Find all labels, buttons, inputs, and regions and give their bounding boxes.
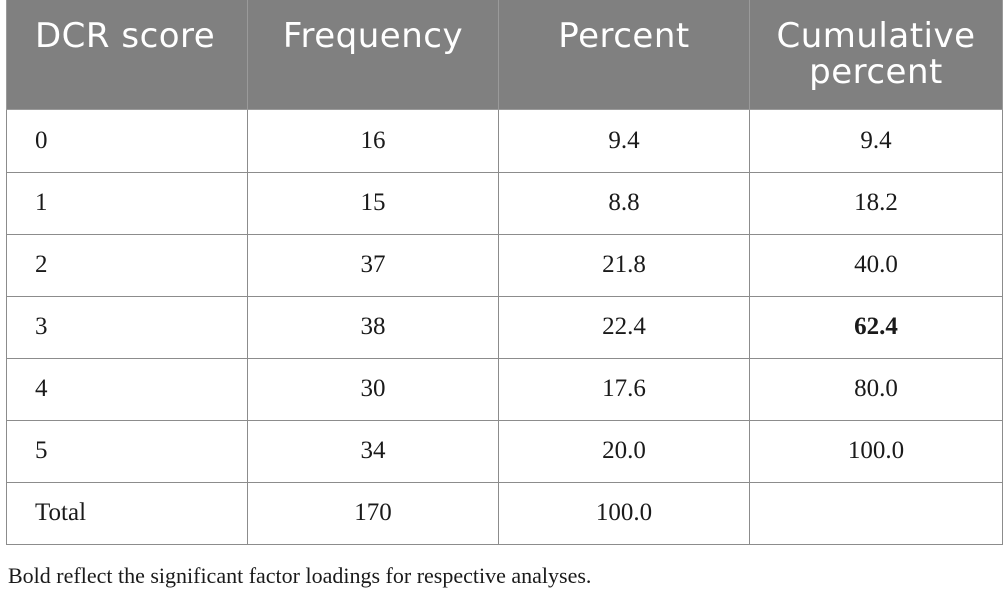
table-header-row: DCR score Frequency Percent Cumulative p… xyxy=(6,0,1003,110)
table-row: 5 34 20.0 100.0 xyxy=(6,419,1003,483)
cell-score: 2 xyxy=(6,233,248,297)
cell-cumulative: 40.0 xyxy=(749,233,1003,297)
cell-score: 3 xyxy=(6,295,248,359)
cell-percent: 22.4 xyxy=(498,295,750,359)
table-row: 4 30 17.6 80.0 xyxy=(6,357,1003,421)
cell-percent-total: 100.0 xyxy=(498,481,750,545)
cell-cumulative: 18.2 xyxy=(749,171,1003,235)
cell-cumulative: 100.0 xyxy=(749,419,1003,483)
cell-frequency: 30 xyxy=(247,357,499,421)
cell-frequency: 38 xyxy=(247,295,499,359)
table-row: 1 15 8.8 18.2 xyxy=(6,171,1003,235)
frequency-table-container: DCR score Frequency Percent Cumulative p… xyxy=(6,0,1003,545)
cell-score: 5 xyxy=(6,419,248,483)
cell-score-total: Total xyxy=(6,481,248,545)
header-percent: Percent xyxy=(498,0,750,110)
cell-percent: 9.4 xyxy=(498,108,750,173)
header-cumulative-line2: percent xyxy=(809,52,943,92)
cell-frequency: 15 xyxy=(247,171,499,235)
cell-percent: 20.0 xyxy=(498,419,750,483)
cell-percent: 21.8 xyxy=(498,233,750,297)
cell-frequency: 37 xyxy=(247,233,499,297)
table-row: 0 16 9.4 9.4 xyxy=(6,108,1003,173)
table-row: 3 38 22.4 62.4 xyxy=(6,295,1003,359)
cell-cumulative: 80.0 xyxy=(749,357,1003,421)
cell-percent: 8.8 xyxy=(498,171,750,235)
dcr-frequency-table: DCR score Frequency Percent Cumulative p… xyxy=(6,0,1003,545)
header-cumulative-line1: Cumulative xyxy=(776,16,976,56)
cell-frequency-total: 170 xyxy=(247,481,499,545)
cell-cumulative-total xyxy=(749,481,1003,545)
cell-score: 0 xyxy=(6,108,248,173)
cell-score: 1 xyxy=(6,171,248,235)
table-row-total: Total 170 100.0 xyxy=(6,481,1003,545)
cell-cumulative: 9.4 xyxy=(749,108,1003,173)
cell-frequency: 16 xyxy=(247,108,499,173)
cell-frequency: 34 xyxy=(247,419,499,483)
header-cumulative-percent: Cumulative percent xyxy=(749,0,1003,110)
cell-score: 4 xyxy=(6,357,248,421)
table-body: 0 16 9.4 9.4 1 15 8.8 18.2 2 37 21.8 40.… xyxy=(6,108,1003,545)
cell-percent: 17.6 xyxy=(498,357,750,421)
header-frequency: Frequency xyxy=(247,0,499,110)
table-footnote: Bold reflect the significant factor load… xyxy=(8,563,592,588)
cell-cumulative-bold: 62.4 xyxy=(749,295,1003,359)
header-dcr-score: DCR score xyxy=(6,0,248,110)
table-row: 2 37 21.8 40.0 xyxy=(6,233,1003,297)
